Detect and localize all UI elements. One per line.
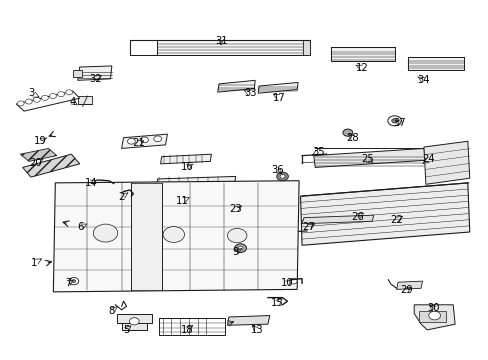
Bar xyxy=(73,70,81,77)
Circle shape xyxy=(428,311,440,320)
Text: 24: 24 xyxy=(422,154,434,164)
Text: 26: 26 xyxy=(350,212,363,221)
Bar xyxy=(303,40,310,55)
Bar xyxy=(131,183,161,291)
Text: 13: 13 xyxy=(250,325,263,335)
Polygon shape xyxy=(396,281,422,289)
Circle shape xyxy=(93,224,118,242)
Text: 35: 35 xyxy=(312,147,324,157)
Polygon shape xyxy=(227,316,269,325)
Text: 28: 28 xyxy=(346,133,358,143)
Bar xyxy=(78,96,92,104)
Polygon shape xyxy=(302,215,373,224)
Text: 29: 29 xyxy=(399,285,412,296)
Text: 6: 6 xyxy=(77,222,83,232)
Text: 15: 15 xyxy=(271,298,284,308)
Circle shape xyxy=(342,129,352,136)
Polygon shape xyxy=(258,82,298,93)
Circle shape xyxy=(280,175,285,178)
Text: 25: 25 xyxy=(360,154,373,164)
Circle shape xyxy=(289,278,297,284)
Text: 3: 3 xyxy=(28,88,35,98)
Circle shape xyxy=(141,137,148,143)
Text: 36: 36 xyxy=(271,165,284,175)
Circle shape xyxy=(127,138,135,144)
Bar xyxy=(418,311,445,321)
Circle shape xyxy=(25,99,32,104)
Bar xyxy=(130,40,157,55)
Circle shape xyxy=(227,228,246,243)
Text: 7: 7 xyxy=(65,278,71,288)
Circle shape xyxy=(72,280,76,283)
Text: 37: 37 xyxy=(392,118,405,128)
Polygon shape xyxy=(217,80,255,92)
Text: 19: 19 xyxy=(34,136,47,146)
Circle shape xyxy=(17,101,24,106)
Circle shape xyxy=(65,90,72,95)
Polygon shape xyxy=(160,154,211,164)
Polygon shape xyxy=(300,183,469,245)
Circle shape xyxy=(58,92,64,97)
Text: 14: 14 xyxy=(84,178,97,188)
Polygon shape xyxy=(313,148,425,167)
Polygon shape xyxy=(423,141,469,184)
Text: 16: 16 xyxy=(180,162,193,172)
Circle shape xyxy=(129,318,139,325)
Text: 9: 9 xyxy=(232,247,239,257)
Bar xyxy=(122,315,147,330)
Text: 10: 10 xyxy=(281,278,293,288)
Text: 18: 18 xyxy=(180,325,193,335)
Text: 2: 2 xyxy=(118,192,124,202)
Bar xyxy=(330,47,394,61)
Text: 27: 27 xyxy=(302,222,315,232)
Text: 1: 1 xyxy=(31,258,37,268)
Text: 23: 23 xyxy=(229,204,242,215)
Circle shape xyxy=(234,244,246,252)
Polygon shape xyxy=(189,200,274,208)
Circle shape xyxy=(387,116,401,126)
Circle shape xyxy=(33,97,40,102)
Text: 17: 17 xyxy=(273,93,285,103)
Circle shape xyxy=(391,119,397,123)
Text: 32: 32 xyxy=(89,74,102,84)
Circle shape xyxy=(238,246,243,250)
Text: 31: 31 xyxy=(214,36,227,46)
Text: 12: 12 xyxy=(355,63,368,73)
Text: 22: 22 xyxy=(389,215,402,225)
Circle shape xyxy=(163,226,184,242)
Polygon shape xyxy=(156,176,235,192)
Text: 20: 20 xyxy=(29,158,42,168)
Polygon shape xyxy=(78,66,112,80)
Text: 34: 34 xyxy=(417,75,429,85)
Circle shape xyxy=(154,136,161,141)
Text: 33: 33 xyxy=(244,88,256,98)
Text: 8: 8 xyxy=(108,306,115,316)
Text: 30: 30 xyxy=(427,303,439,314)
Circle shape xyxy=(69,278,79,285)
Circle shape xyxy=(41,95,48,100)
Bar xyxy=(159,318,224,335)
Polygon shape xyxy=(20,148,57,161)
Polygon shape xyxy=(22,154,80,177)
Polygon shape xyxy=(122,134,167,148)
Text: 4: 4 xyxy=(70,97,76,107)
Text: 11: 11 xyxy=(175,196,188,206)
Bar xyxy=(130,40,310,55)
Circle shape xyxy=(49,94,56,99)
Bar xyxy=(117,314,152,323)
Text: 21: 21 xyxy=(132,139,144,148)
Bar xyxy=(407,57,463,69)
Text: 5: 5 xyxy=(123,325,129,335)
Circle shape xyxy=(276,172,288,181)
Polygon shape xyxy=(413,305,454,330)
Polygon shape xyxy=(16,91,80,111)
Polygon shape xyxy=(53,181,299,292)
